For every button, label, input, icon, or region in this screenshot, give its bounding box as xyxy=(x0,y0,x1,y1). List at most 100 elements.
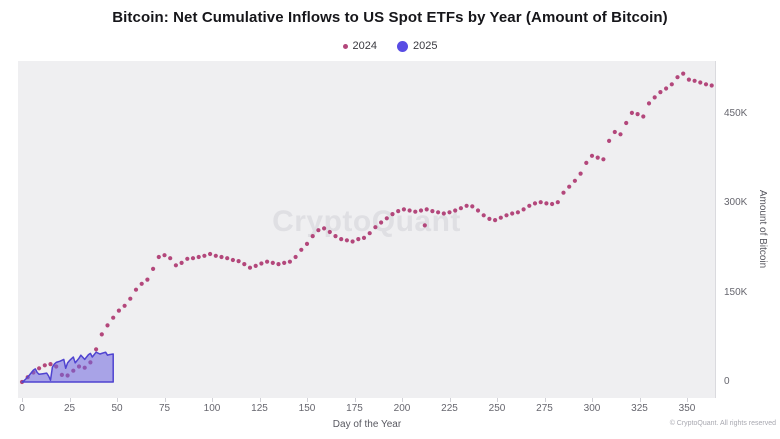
series-2024-dot xyxy=(242,262,247,267)
x-tick-label: 250 xyxy=(488,403,506,414)
series-2024-dot xyxy=(544,201,549,206)
series-2024-dot xyxy=(225,256,230,261)
series-2024-isolated-dot xyxy=(422,223,427,228)
series-2024-dot xyxy=(532,201,538,206)
series-2024-dot xyxy=(333,234,338,239)
series-2024-dot xyxy=(595,155,600,160)
x-tick-mark xyxy=(117,398,118,402)
series-2024-dot xyxy=(436,210,441,215)
x-tick-label: 275 xyxy=(536,403,553,414)
series-2024-dot xyxy=(470,204,475,209)
series-2024-dot xyxy=(641,114,646,119)
y-tick-label: 450K xyxy=(724,108,748,120)
series-2024-dot xyxy=(589,153,595,158)
series-2024-dot xyxy=(379,220,384,225)
y-tick-label: 150K xyxy=(724,286,748,298)
series-2024-dot xyxy=(510,211,515,216)
x-tick-label: 175 xyxy=(346,403,363,414)
series-2024-dot xyxy=(418,208,424,213)
series-2024-dot xyxy=(282,260,287,265)
series-2024-dot xyxy=(236,259,241,264)
copyright-note: © CryptoQuant. All rights reserved xyxy=(669,420,776,427)
x-tick-mark xyxy=(497,398,498,402)
x-tick-label: 150 xyxy=(298,403,316,414)
series-2024-dot xyxy=(94,347,99,352)
series-2024-dot xyxy=(458,206,463,211)
series-2024-dot xyxy=(487,216,492,221)
x-tick-label: 200 xyxy=(393,403,411,414)
series-2024-dot xyxy=(703,82,709,87)
series-2024-dot xyxy=(481,213,486,218)
series-2024-dot xyxy=(128,296,133,301)
series-2024-dot xyxy=(122,303,127,308)
series-2024-dot xyxy=(515,210,520,215)
x-tick-mark xyxy=(22,398,23,402)
watermark: CryptoQuant xyxy=(272,205,461,238)
series-2024-dot xyxy=(521,207,526,212)
series-2024-dot xyxy=(675,75,680,80)
series-2024-dot xyxy=(350,239,355,244)
series-2024-dot xyxy=(287,259,292,264)
series-2024-dot xyxy=(555,200,560,205)
legend-item-2025: 2025 xyxy=(397,40,437,52)
series-2024-dot xyxy=(652,95,657,100)
series-2024-dot xyxy=(538,200,543,205)
x-tick-mark xyxy=(592,398,593,402)
x-tick-mark xyxy=(544,398,546,402)
series-2024-dot xyxy=(572,178,578,183)
series-2024-dot xyxy=(618,132,623,137)
series-2024-dot xyxy=(344,238,349,243)
legend-marker-2024-dot-icon xyxy=(342,43,348,49)
series-2024-dot xyxy=(48,362,53,367)
series-2024-dot xyxy=(646,101,652,106)
x-tick-label: 75 xyxy=(158,403,171,414)
series-2024-dot xyxy=(276,262,281,267)
series-2024-dot xyxy=(464,203,469,208)
x-tick-mark xyxy=(259,398,261,402)
series-2024-dot xyxy=(316,228,321,233)
x-tick-label: 100 xyxy=(203,403,221,414)
series-2024-dot xyxy=(196,254,201,260)
legend-label-2024: 2024 xyxy=(352,40,377,52)
x-tick-mark xyxy=(402,398,403,402)
series-2024-dot xyxy=(607,138,612,143)
series-2024-dot xyxy=(584,160,589,165)
x-tick-label: 350 xyxy=(678,403,696,414)
series-2024-dot xyxy=(493,218,498,223)
series-2024-dot xyxy=(686,77,692,82)
series-2024-dot xyxy=(230,257,235,263)
series-2024-dot xyxy=(162,253,167,258)
series-2024-dot xyxy=(99,332,104,337)
series-2024-dot xyxy=(293,254,298,260)
x-tick-mark xyxy=(212,398,213,402)
series-2024-dot xyxy=(453,208,458,213)
chart-svg xyxy=(19,71,714,385)
x-tick-mark xyxy=(307,398,308,402)
series-2024-dot xyxy=(219,254,224,260)
series-2024-dot xyxy=(139,281,144,286)
x-tick-mark xyxy=(69,398,71,402)
series-2024-dot xyxy=(475,208,481,213)
series-2024-dot xyxy=(151,266,156,271)
series-2024-dot xyxy=(413,209,418,214)
series-2024-dot xyxy=(213,253,218,258)
series-2024-dot xyxy=(669,82,674,87)
series-2024-dot xyxy=(304,241,310,246)
series-2024-dot xyxy=(42,363,47,368)
series-2024-dot xyxy=(179,260,184,265)
x-tick-mark xyxy=(354,398,356,402)
series-2024-dot xyxy=(185,256,190,261)
series-2024-dot xyxy=(635,112,640,117)
series-2024-dot xyxy=(327,229,332,235)
x-tick-mark xyxy=(449,398,451,402)
series-2024-dot xyxy=(339,237,344,242)
series-2024-dot xyxy=(270,260,275,265)
legend-marker-2025-circle-icon xyxy=(397,40,408,52)
series-2024-dot xyxy=(424,207,429,212)
series-2024-dot xyxy=(709,83,714,88)
legend-item-2024: 2024 xyxy=(342,40,377,52)
plot-area: CryptoQuant xyxy=(18,61,716,398)
series-2024-dot xyxy=(658,90,663,95)
series-2024-dot xyxy=(390,212,395,217)
x-tick-mark xyxy=(687,398,688,402)
